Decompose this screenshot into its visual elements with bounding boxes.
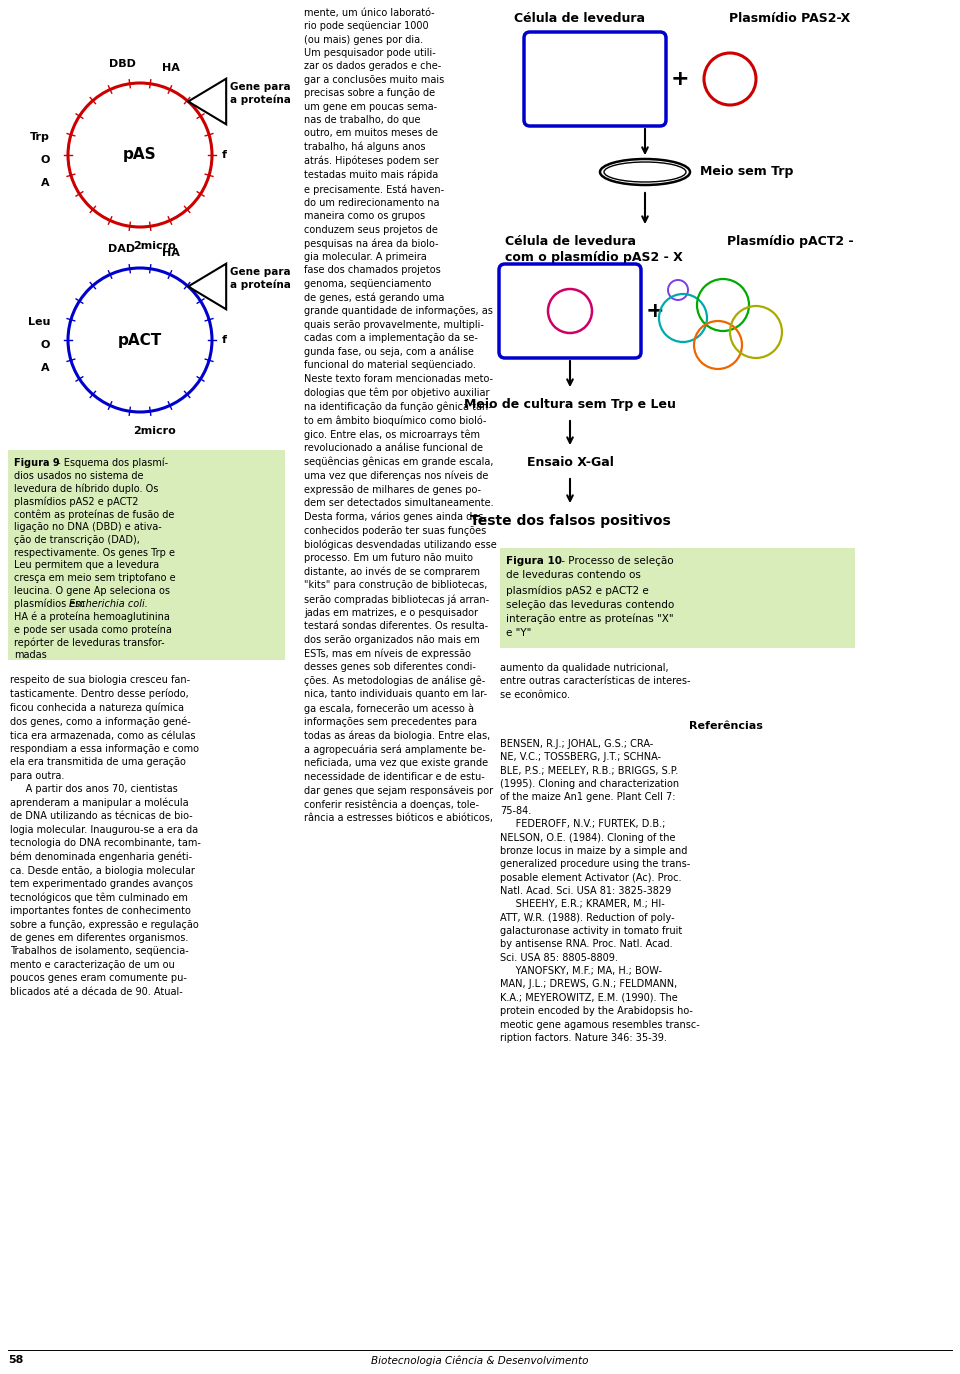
Text: HA: HA xyxy=(162,247,180,258)
Text: Leu permitem que a levedura: Leu permitem que a levedura xyxy=(14,561,159,570)
Text: respectivamente. Os genes Trp e: respectivamente. Os genes Trp e xyxy=(14,548,175,558)
Text: 2micro: 2micro xyxy=(133,426,177,436)
Text: Figura 10: Figura 10 xyxy=(506,556,562,566)
FancyBboxPatch shape xyxy=(499,264,641,359)
Text: dios usados no sistema de: dios usados no sistema de xyxy=(14,471,143,481)
Text: ligação no DNA (DBD) e ativa-: ligação no DNA (DBD) e ativa- xyxy=(14,522,161,532)
Text: com o plasmídio pAS2 - X: com o plasmídio pAS2 - X xyxy=(505,251,683,264)
Text: 2micro: 2micro xyxy=(133,240,177,251)
Text: de leveduras contendo os: de leveduras contendo os xyxy=(506,570,641,580)
Text: Ensaio X-Gal: Ensaio X-Gal xyxy=(527,456,613,469)
Text: DAD: DAD xyxy=(108,245,135,254)
Text: contêm as proteínas de fusão de: contêm as proteínas de fusão de xyxy=(14,510,175,519)
Text: A: A xyxy=(41,179,50,188)
Text: +: + xyxy=(646,301,664,322)
Text: Gene para
a proteína: Gene para a proteína xyxy=(230,82,291,104)
Text: aumento da qualidade nutricional,
entre outras características de interes-
se ec: aumento da qualidade nutricional, entre … xyxy=(500,664,690,699)
FancyBboxPatch shape xyxy=(500,548,855,649)
Text: pACT: pACT xyxy=(118,333,162,348)
Text: Plasmídio pACT2 -: Plasmídio pACT2 - xyxy=(727,235,853,247)
Text: Escherichia coli.: Escherichia coli. xyxy=(69,599,148,609)
Text: f: f xyxy=(222,150,227,159)
Text: mente, um único laborató-
rio pode seqüenciar 1000
(ou mais) genes por dia.
Um p: mente, um único laborató- rio pode seqüe… xyxy=(304,8,496,823)
Text: +: + xyxy=(671,69,689,89)
Text: f: f xyxy=(222,335,227,345)
Text: A: A xyxy=(41,363,50,372)
Text: Meio sem Trp: Meio sem Trp xyxy=(700,165,793,179)
Text: - Processo de seleção: - Processo de seleção xyxy=(558,556,674,566)
Text: Trp: Trp xyxy=(30,132,50,142)
Text: O: O xyxy=(40,155,50,165)
Text: respeito de sua biologia cresceu fan-
tasticamente. Dentro desse período,
ficou : respeito de sua biologia cresceu fan- ta… xyxy=(10,675,201,996)
Text: - Esquema dos plasmí-: - Esquema dos plasmí- xyxy=(54,458,168,469)
Text: repórter de leveduras transfor-: repórter de leveduras transfor- xyxy=(14,638,164,647)
Text: HA: HA xyxy=(162,63,180,73)
Text: Referências: Referências xyxy=(689,721,763,731)
Text: O: O xyxy=(40,339,50,350)
Text: plasmídios em: plasmídios em xyxy=(14,599,88,609)
Text: Teste dos falsos positivos: Teste dos falsos positivos xyxy=(469,514,670,528)
Text: e "Y": e "Y" xyxy=(506,628,532,639)
Text: Meio de cultura sem Trp e Leu: Meio de cultura sem Trp e Leu xyxy=(464,398,676,411)
Text: Figura 9: Figura 9 xyxy=(14,458,60,469)
Text: Plasmídio PAS2-X: Plasmídio PAS2-X xyxy=(730,12,851,25)
Text: plasmídios pAS2 e pACT2: plasmídios pAS2 e pACT2 xyxy=(14,496,138,507)
Text: levedura de híbrido duplo. Os: levedura de híbrido duplo. Os xyxy=(14,484,158,495)
Text: plasmídios pAS2 e pACT2 e: plasmídios pAS2 e pACT2 e xyxy=(506,585,649,595)
Text: BENSEN, R.J.; JOHAL, G.S.; CRA-
NE, V.C.; TOSSBERG, J.T.; SCHNA-
BLE, P.S.; MEEL: BENSEN, R.J.; JOHAL, G.S.; CRA- NE, V.C.… xyxy=(500,739,700,1043)
Text: Leu: Leu xyxy=(28,317,50,327)
Text: DBD: DBD xyxy=(108,59,135,69)
Text: ção de transcrição (DAD),: ção de transcrição (DAD), xyxy=(14,534,140,545)
Text: 58: 58 xyxy=(8,1355,23,1364)
FancyBboxPatch shape xyxy=(524,32,666,126)
Text: seleção das leveduras contendo: seleção das leveduras contendo xyxy=(506,599,674,610)
Text: cresça em meio sem triptofano e: cresça em meio sem triptofano e xyxy=(14,573,176,583)
Text: Gene para
a proteína: Gene para a proteína xyxy=(230,267,291,290)
Text: pAS: pAS xyxy=(123,147,156,162)
Text: leucina. O gene Ap seleciona os: leucina. O gene Ap seleciona os xyxy=(14,585,170,596)
FancyBboxPatch shape xyxy=(8,451,285,660)
Text: interação entre as proteínas "X": interação entre as proteínas "X" xyxy=(506,614,674,625)
Text: e pode ser usada como proteína: e pode ser usada como proteína xyxy=(14,624,172,635)
Text: madas: madas xyxy=(14,650,47,660)
Text: Célula de levedura: Célula de levedura xyxy=(515,12,645,25)
Text: HA é a proteína hemoaglutinina: HA é a proteína hemoaglutinina xyxy=(14,611,170,622)
Text: Célula de levedura: Célula de levedura xyxy=(505,235,636,247)
Text: Biotecnologia Ciência & Desenvolvimento: Biotecnologia Ciência & Desenvolvimento xyxy=(372,1355,588,1366)
